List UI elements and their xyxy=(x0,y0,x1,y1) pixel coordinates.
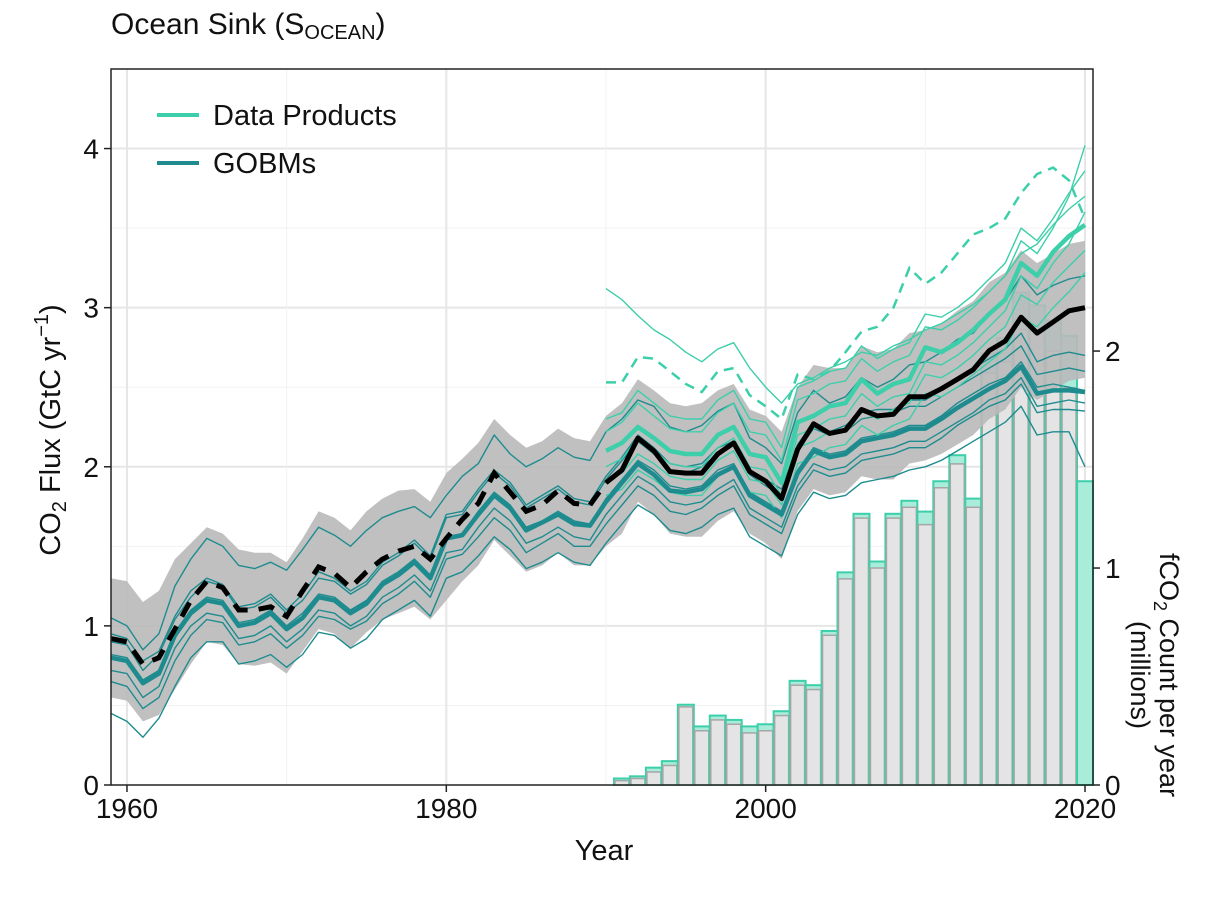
bar-base xyxy=(901,506,918,786)
bar-base xyxy=(933,487,950,786)
bar-base xyxy=(821,634,838,786)
legend-label-gobms: GOBMs xyxy=(213,148,316,180)
budget-estimate-dashed-line xyxy=(110,468,609,668)
bar-base xyxy=(694,730,710,786)
x-tick-label: 2020 xyxy=(1054,793,1116,824)
y2-tick-label: 0 xyxy=(1105,770,1121,801)
bar-base xyxy=(949,463,966,786)
y2-tick-label: 1 xyxy=(1105,553,1121,584)
bar-base xyxy=(917,523,934,786)
gobm-model-line xyxy=(110,275,1086,651)
bar-base xyxy=(965,506,981,786)
series-lines xyxy=(110,145,1087,738)
gobm-model-line xyxy=(110,383,1086,710)
y2-tick-label: 2 xyxy=(1105,336,1121,367)
bar-base xyxy=(837,578,854,786)
y-tick-label: 3 xyxy=(83,293,99,324)
data-product-line xyxy=(605,170,1086,449)
bar-base xyxy=(1013,328,1029,786)
budget-estimate-line xyxy=(604,305,1086,502)
bar-base xyxy=(630,777,646,786)
uncertainty-band-area xyxy=(111,240,1085,722)
uncertainty-band xyxy=(111,240,1085,722)
bar-base xyxy=(1045,350,1061,786)
y-tick-label: 1 xyxy=(83,611,99,642)
data-product-line xyxy=(605,272,1086,519)
bar-base xyxy=(885,517,902,786)
gobm-model-line xyxy=(110,377,1086,699)
bar-base xyxy=(869,567,886,786)
y-tick-label: 0 xyxy=(83,770,99,801)
bar-base xyxy=(773,714,790,786)
data-product-dashed-line xyxy=(606,166,1087,422)
gobm-model-line xyxy=(110,332,1086,662)
x-tick-label: 2000 xyxy=(735,793,797,824)
bar-base xyxy=(853,517,870,786)
bar-base xyxy=(741,732,758,786)
bar-total xyxy=(1076,480,1094,786)
y-tick-label: 4 xyxy=(83,134,99,165)
bar-base xyxy=(662,764,678,786)
bar-base xyxy=(789,684,806,786)
legend-label-data-products: Data Products xyxy=(213,100,397,132)
x-tick-label: 1980 xyxy=(415,793,477,824)
bar-base xyxy=(678,706,694,786)
x-axis-title: Year xyxy=(575,835,634,867)
chart-title: Ocean Sink (SOCEAN) xyxy=(111,8,386,44)
data-product-line xyxy=(605,211,1086,497)
bar-base xyxy=(646,771,662,786)
bar-base xyxy=(805,688,822,786)
gobm-model-line xyxy=(110,405,1086,738)
y-axis-title: CO2 Flux (GtC yr−1) xyxy=(31,304,71,555)
y2-axis-title-line2: (millions) xyxy=(1125,621,1155,729)
bar-base xyxy=(757,730,774,786)
legend: Data Products GOBMs xyxy=(157,100,397,180)
gobm-mean-line xyxy=(110,364,1086,686)
y2-axis-title-line1: fCO2 Count per year xyxy=(1150,553,1184,797)
fco2-count-bars xyxy=(612,291,1094,787)
y-tick-label: 2 xyxy=(83,452,99,483)
data-product-mean-line xyxy=(604,223,1087,485)
x-tick-label: 1960 xyxy=(96,793,158,824)
data-product-line xyxy=(605,145,1086,462)
plot-frame xyxy=(110,68,1094,786)
bar-base xyxy=(725,723,742,786)
bar-base xyxy=(710,719,726,786)
bar-base xyxy=(1061,387,1077,786)
